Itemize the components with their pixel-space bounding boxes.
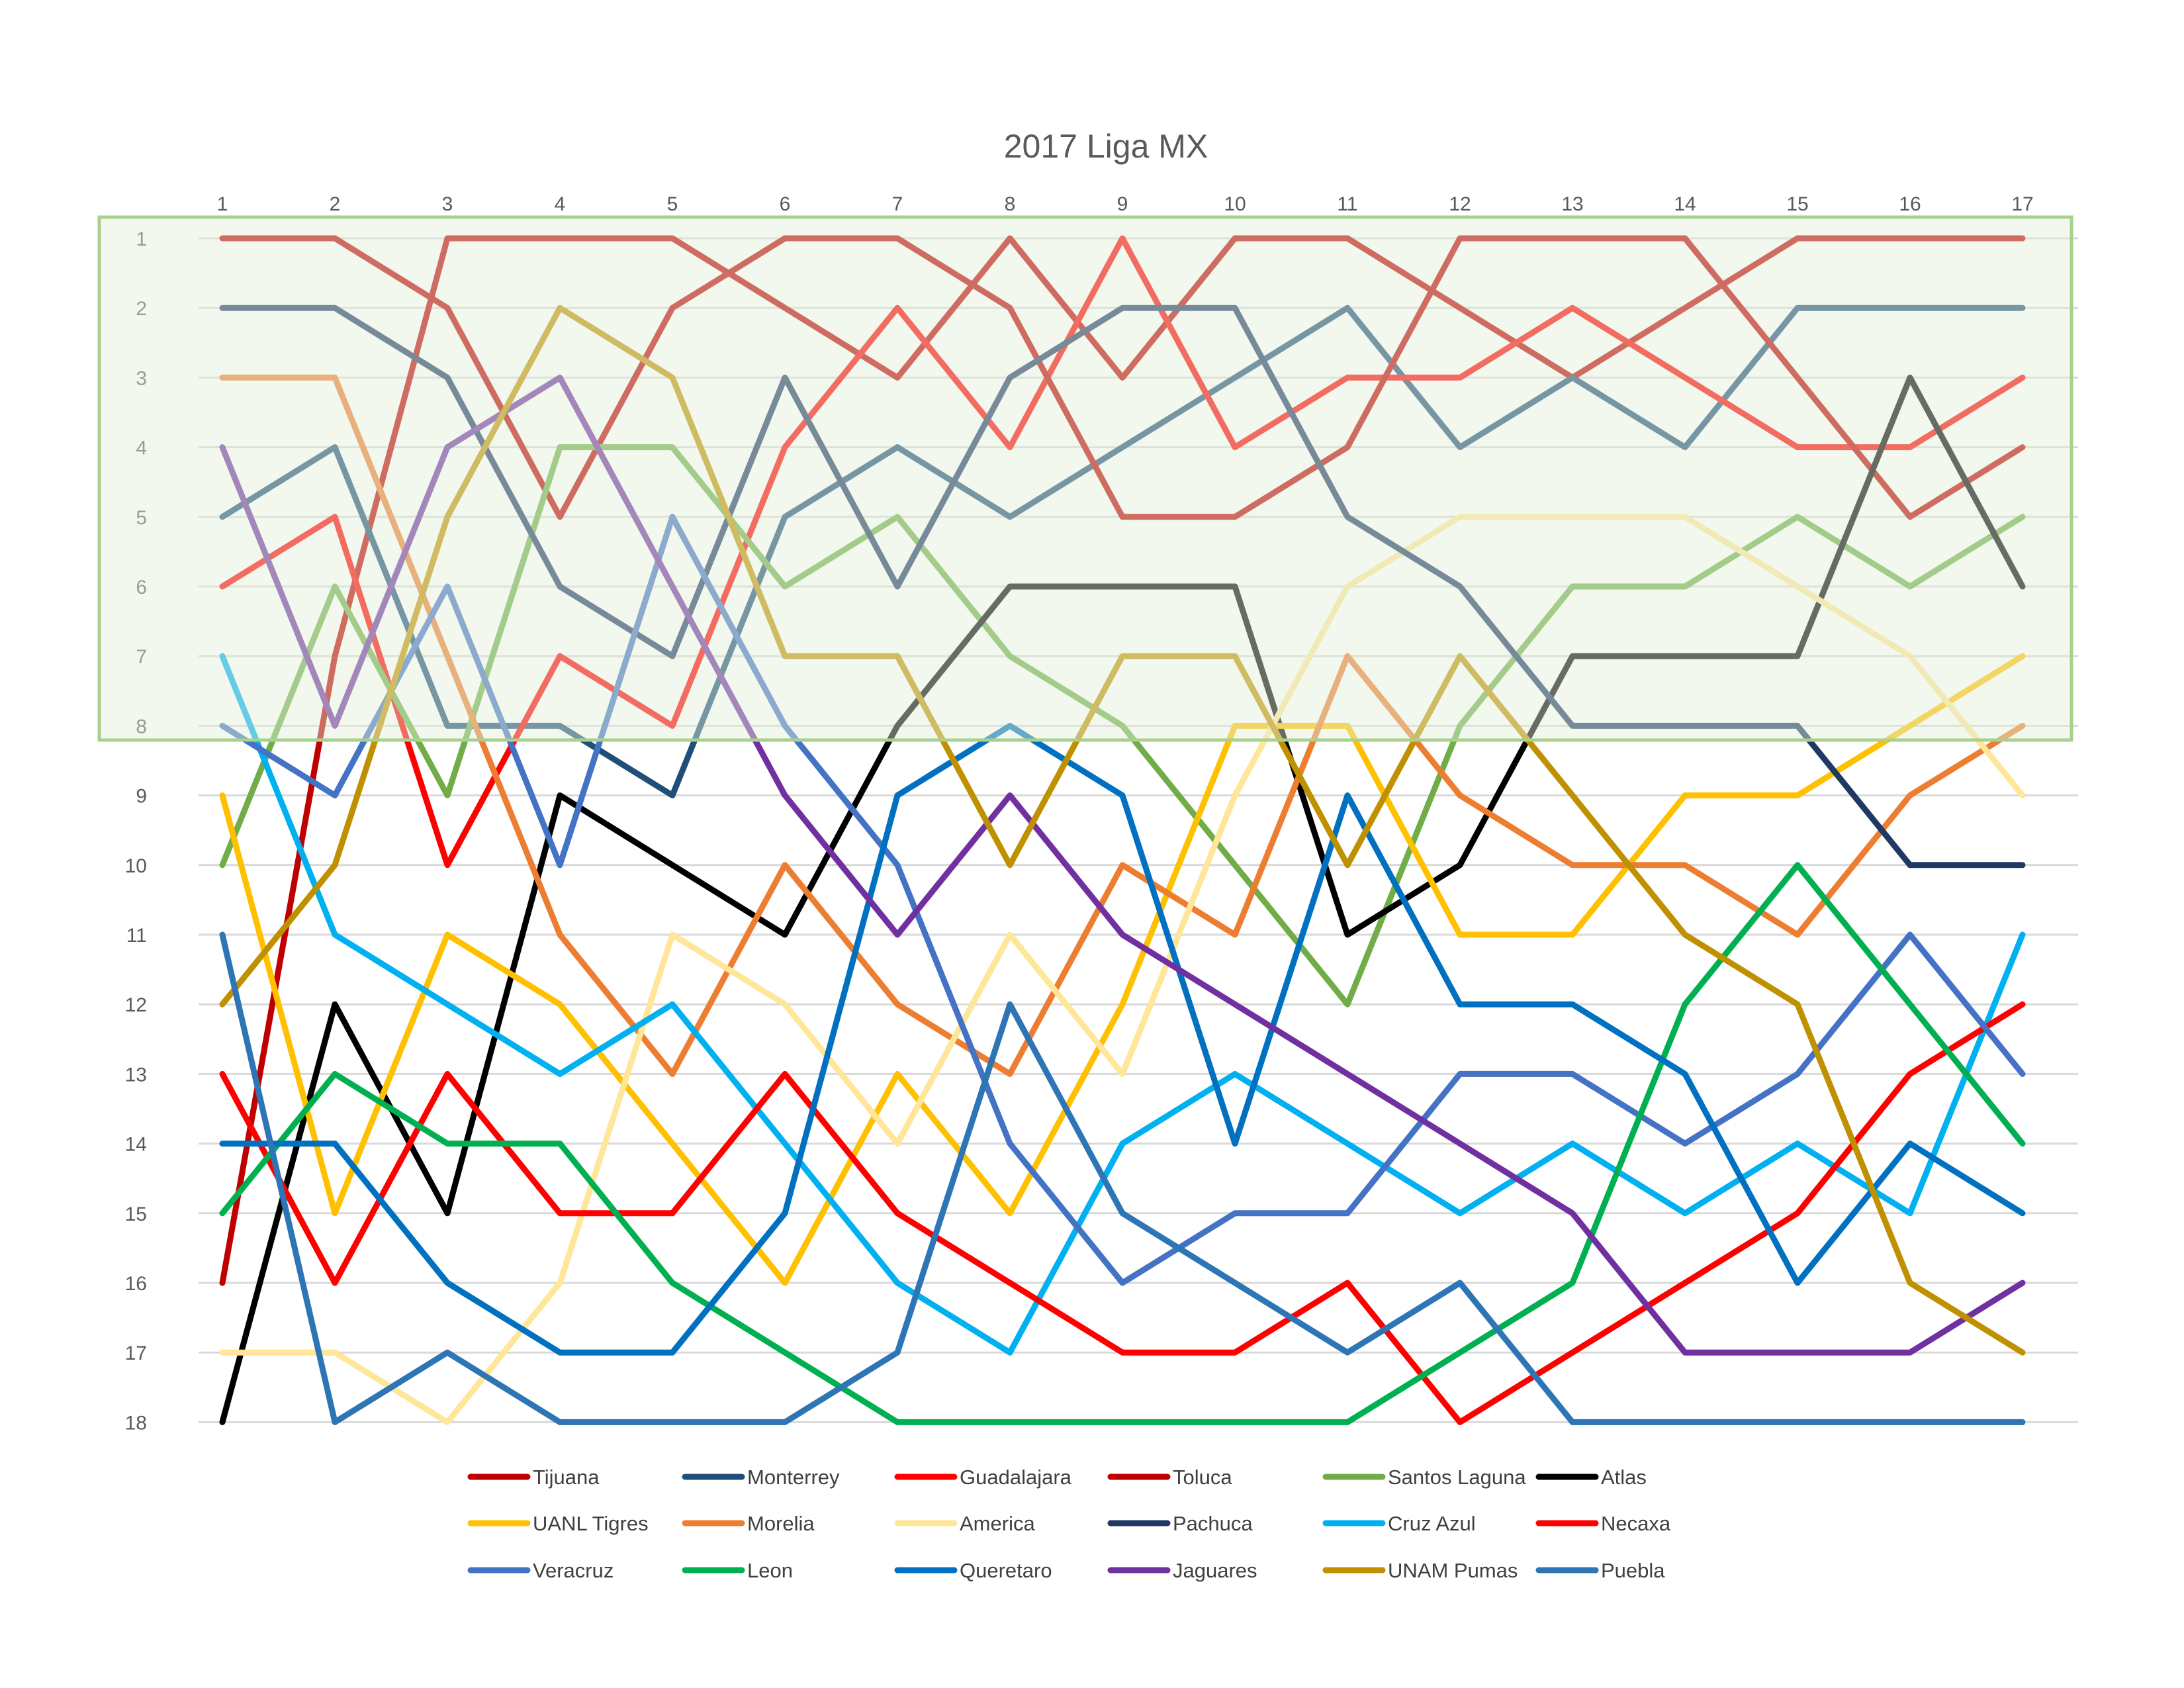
legend-label: Tijuana: [533, 1466, 600, 1489]
x-tick-label: 8: [1005, 193, 1016, 215]
legend-item: Necaxa: [1535, 1512, 1671, 1535]
x-tick-label: 6: [780, 193, 791, 215]
x-tick-label: 3: [442, 193, 453, 215]
legend-item: Monterrey: [682, 1466, 840, 1489]
series-line-jaguares: [219, 374, 2026, 1356]
y-tick-label: 5: [136, 507, 147, 529]
series-lines: [219, 235, 2026, 1425]
series-line-cruz-azul: [219, 653, 2026, 1356]
legend-item: Morelia: [682, 1512, 815, 1535]
y-tick-label: 17: [125, 1342, 147, 1364]
x-tick-label: 4: [555, 193, 566, 215]
x-tick-label: 15: [1786, 193, 1808, 215]
legend-item: Guadalajara: [894, 1466, 1072, 1489]
legend-label: Monterrey: [747, 1466, 840, 1489]
y-tick-label: 6: [136, 577, 147, 598]
series-line-santos-laguna: [219, 444, 2026, 1008]
legend-item: Pachuca: [1107, 1512, 1253, 1535]
legend-label: Necaxa: [1601, 1512, 1671, 1535]
series-line-atlas: [219, 374, 2026, 1425]
x-tick-label: 13: [1561, 193, 1583, 215]
y-tick-label: 1: [136, 228, 147, 250]
legend-label: Santos Laguna: [1388, 1466, 1526, 1489]
x-tick-label: 11: [1337, 193, 1357, 215]
series-line-puebla: [219, 931, 2026, 1425]
series-line-morelia: [219, 374, 2026, 1077]
series-line-veracruz: [219, 514, 2026, 1286]
legend-item: Santos Laguna: [1322, 1466, 1526, 1489]
legend-label: America: [960, 1512, 1035, 1535]
legend-item: Veracruz: [467, 1559, 614, 1582]
x-tick-label: 14: [1674, 193, 1696, 215]
series-line-pachuca: [219, 305, 2026, 868]
legend-label: Veracruz: [533, 1559, 614, 1582]
series-line-guadalajara: [219, 235, 2026, 868]
top-eight-highlight-band: [97, 215, 2073, 742]
legend: Tijuana Monterrey Guadalajara Toluca Santos …: [467, 1466, 1671, 1582]
legend-label: Leon: [747, 1559, 793, 1582]
legend-item: Tijuana: [467, 1466, 600, 1489]
y-tick-label: 11: [126, 925, 147, 947]
y-tick-label: 16: [125, 1273, 147, 1295]
series-line-unam-pumas: [219, 305, 2026, 1356]
x-tick-label: 16: [1899, 193, 1921, 215]
legend-label: UNAM Pumas: [1388, 1559, 1518, 1582]
x-tick-label: 2: [330, 193, 341, 215]
x-tick-label: 12: [1449, 193, 1471, 215]
legend-item: Jaguares: [1107, 1559, 1257, 1582]
chart-title: 2017 Liga MX: [1004, 128, 1208, 165]
legend-item: Toluca: [1107, 1466, 1232, 1489]
x-tick-label: 5: [667, 193, 678, 215]
y-tick-label: 13: [125, 1064, 147, 1086]
legend-label: Guadalajara: [960, 1466, 1072, 1489]
legend-item: Puebla: [1535, 1559, 1665, 1582]
x-tick-label: 7: [892, 193, 903, 215]
legend-label: UANL Tigres: [533, 1512, 649, 1535]
legend-item: UNAM Pumas: [1322, 1559, 1518, 1582]
legend-label: Morelia: [747, 1512, 815, 1535]
series-line-uanl-tigres: [219, 653, 2026, 1286]
legend-label: Atlas: [1601, 1466, 1647, 1489]
x-tick-label: 1: [217, 193, 228, 215]
legend-label: Queretaro: [960, 1559, 1052, 1582]
legend-label: Jaguares: [1173, 1559, 1257, 1582]
y-tick-label: 4: [136, 438, 147, 459]
legend-item: Cruz Azul: [1322, 1512, 1476, 1535]
legend-item: Queretaro: [894, 1559, 1052, 1582]
y-tick-label: 2: [136, 298, 147, 320]
y-tick-label: 3: [136, 367, 147, 389]
legend-label: Toluca: [1173, 1466, 1232, 1489]
legend-item: America: [894, 1512, 1035, 1535]
x-axis-ticks: 1 2 3 4 5 6 7 8 9 10 11 12 13 14 15 16 17: [217, 193, 2034, 215]
series-line-queretaro: [219, 722, 2026, 1356]
y-tick-label: 12: [125, 994, 147, 1016]
legend-label: Puebla: [1601, 1559, 1665, 1582]
y-tick-label: 15: [125, 1203, 147, 1225]
x-tick-label: 10: [1224, 193, 1246, 215]
legend-item: Leon: [682, 1559, 793, 1582]
y-tick-label: 9: [136, 786, 147, 808]
y-tick-label: 8: [136, 716, 147, 737]
x-tick-label: 9: [1117, 193, 1128, 215]
legend-item: Atlas: [1535, 1466, 1647, 1489]
x-tick-label: 17: [2011, 193, 2033, 215]
series-line-toluca: [219, 235, 2026, 520]
legend-label: Pachuca: [1173, 1512, 1253, 1535]
legend-label: Cruz Azul: [1388, 1512, 1476, 1535]
y-tick-label: 14: [125, 1134, 147, 1156]
legend-item: UANL Tigres: [467, 1512, 649, 1535]
y-tick-label: 7: [136, 646, 147, 668]
y-tick-label: 18: [125, 1412, 147, 1434]
series-line-necaxa: [219, 1001, 2026, 1425]
y-tick-label: 10: [125, 855, 147, 877]
